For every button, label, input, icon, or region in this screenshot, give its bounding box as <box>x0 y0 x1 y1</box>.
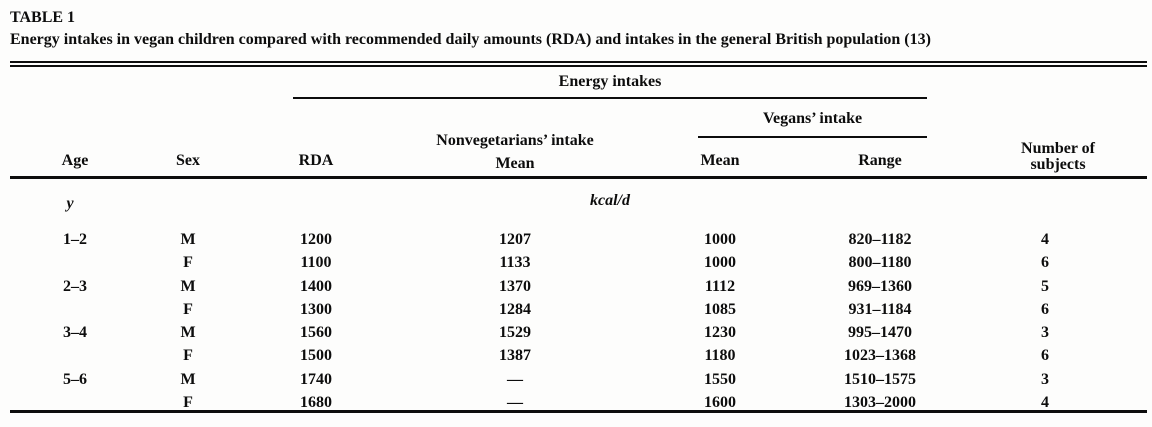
table-row: 5–6 M 1740 — 1550 1510–1575 3 <box>0 368 1152 391</box>
cell-vegans-mean: 1550 <box>704 370 736 388</box>
table-row: F 1100 1133 1000 800–1180 6 <box>0 251 1152 274</box>
cell-vegans-range: 969–1360 <box>848 277 912 295</box>
header-nonvegetarians-intake: Nonvegetarians’ intake Mean <box>396 129 634 175</box>
cell-age <box>10 298 140 321</box>
cell-nonvegetarians-mean: 1284 <box>499 300 531 318</box>
cell-nonvegetarians-mean: 1207 <box>499 231 531 248</box>
cell-age: 2–3 <box>63 277 87 295</box>
cell-vegans-mean: 1230 <box>704 324 736 342</box>
cell-vegans-range: 995–1470 <box>848 324 912 342</box>
cell-sex: M <box>180 324 196 342</box>
bottom-rule <box>10 410 1147 413</box>
cell-number-of-subjects: 5 <box>1041 277 1049 295</box>
cell-vegans-mean: 1600 <box>704 394 736 412</box>
table-row: 3–4 M 1560 1529 1230 995–1470 3 <box>0 321 1152 344</box>
cell-age: 3–4 <box>63 324 87 342</box>
cell-age: 5–6 <box>63 370 87 388</box>
cell-rda: 1560 <box>300 324 332 342</box>
cell-nonvegetarians-mean: 1133 <box>499 254 531 272</box>
header-energy-intakes: Energy intakes <box>558 73 662 90</box>
vegans-intake-underline <box>698 136 927 138</box>
table-caption: Energy intakes in vegan children compare… <box>10 31 931 48</box>
table-row: 1–2 M 1200 1207 1000 820–1182 4 <box>0 228 1152 251</box>
table-row: 2–3 M 1400 1370 1112 969–1360 5 <box>0 275 1152 298</box>
cell-age <box>10 344 140 367</box>
cell-vegans-mean: 1112 <box>704 277 736 295</box>
table-number-title: TABLE 1 <box>10 9 76 26</box>
cell-rda: 1400 <box>300 277 332 295</box>
cell-vegans-range: 820–1182 <box>848 231 912 248</box>
header-number-of-subjects-line1: Number of <box>1021 140 1095 157</box>
cell-number-of-subjects: 3 <box>1041 324 1049 342</box>
cell-nonvegetarians-mean: 1529 <box>499 324 531 342</box>
cell-number-of-subjects: 4 <box>1041 231 1049 248</box>
energy-intakes-underline <box>293 97 927 99</box>
header-vegan-mean: Mean <box>700 152 740 169</box>
cell-vegans-mean: 1000 <box>704 231 736 248</box>
cell-number-of-subjects: 3 <box>1041 370 1049 388</box>
header-sex: Sex <box>176 152 200 169</box>
cell-vegans-range: 931–1184 <box>848 300 912 318</box>
header-vegans-intake: Vegans’ intake <box>762 110 863 127</box>
cell-vegans-mean: 1085 <box>704 300 736 318</box>
cell-rda: 1100 <box>300 254 332 272</box>
top-double-rule <box>10 61 1147 67</box>
cell-vegans-range: 1303–2000 <box>844 394 916 412</box>
cell-rda: 1500 <box>300 347 332 365</box>
table-row: F 1500 1387 1180 1023–1368 6 <box>0 344 1152 367</box>
header-vegan-range: Range <box>858 152 902 169</box>
header-number-of-subjects-line2: subjects <box>1030 156 1086 173</box>
cell-number-of-subjects: 6 <box>1041 254 1049 272</box>
cell-number-of-subjects: 4 <box>1041 394 1049 412</box>
cell-number-of-subjects: 6 <box>1041 347 1049 365</box>
table-row: F 1680 — 1600 1303–2000 4 <box>0 391 1152 414</box>
header-nonvegetarians-intake-line1: Nonvegetarians’ intake <box>436 132 594 149</box>
cell-vegans-mean: 1000 <box>704 254 736 272</box>
cell-rda: 1680 <box>300 394 332 412</box>
cell-age <box>10 251 140 274</box>
cell-vegans-range: 1023–1368 <box>844 347 916 365</box>
cell-rda: 1200 <box>300 231 332 248</box>
cell-nonvegetarians-mean: — <box>507 394 523 412</box>
header-age: Age <box>61 152 89 169</box>
cell-rda: 1740 <box>300 370 332 388</box>
cell-nonvegetarians-mean: 1370 <box>499 277 531 295</box>
header-rda: RDA <box>298 152 334 169</box>
table-body: 1–2 M 1200 1207 1000 820–1182 4 F 1100 1… <box>0 228 1152 414</box>
cell-nonvegetarians-mean: — <box>507 370 523 388</box>
cell-rda: 1300 <box>300 300 332 318</box>
cell-number-of-subjects: 6 <box>1041 300 1049 318</box>
header-bottom-rule <box>10 176 1147 179</box>
cell-sex: M <box>180 370 196 388</box>
cell-sex: F <box>183 254 193 272</box>
cell-age: 1–2 <box>63 231 87 248</box>
cell-sex: M <box>180 231 196 248</box>
cell-sex: F <box>183 300 193 318</box>
cell-sex: F <box>183 394 193 412</box>
cell-sex: F <box>183 347 193 365</box>
cell-nonvegetarians-mean: 1387 <box>499 347 531 365</box>
table-row: F 1300 1284 1085 931–1184 6 <box>0 298 1152 321</box>
cell-sex: M <box>180 277 196 295</box>
cell-vegans-range: 1510–1575 <box>844 370 916 388</box>
header-number-of-subjects: Number of subjects <box>958 141 1152 173</box>
cell-vegans-mean: 1180 <box>704 347 736 365</box>
cell-vegans-range: 800–1180 <box>848 254 912 272</box>
age-unit-label: y <box>66 195 74 212</box>
header-nonvegetarians-mean: Mean <box>495 155 535 172</box>
energy-unit-label: kcal/d <box>590 192 630 209</box>
